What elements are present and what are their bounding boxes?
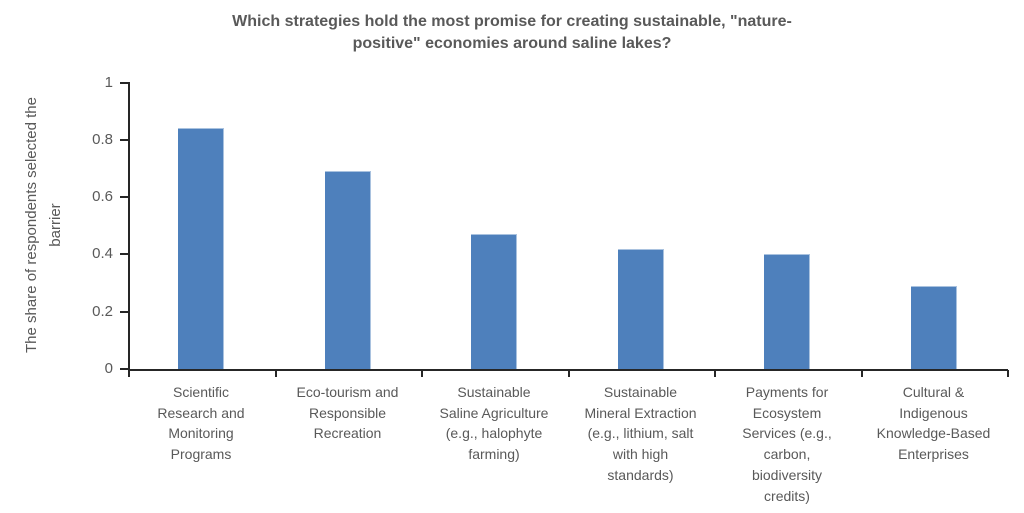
x-tick-mark-0: [128, 370, 130, 377]
x-tick-mark-1: [274, 370, 277, 377]
category-label-ecosystem-service-payments: Payments for Ecosystem Services (e.g., c…: [742, 384, 832, 504]
y-tick-label-0: 0: [104, 360, 113, 377]
y-axis-line: [128, 82, 130, 370]
bar-scientific-research-monitoring: [178, 128, 225, 369]
y-tick-label-0.4: 0.4: [92, 245, 113, 263]
x-tick-mark-3: [567, 370, 570, 377]
category-label-scientific-research-monitoring: Scientific Research and Monitoring Progr…: [157, 384, 245, 463]
y-axis-title: The share of respondents selected the ba…: [23, 97, 64, 353]
y-tick-mark-0.8: [120, 138, 128, 141]
y-tick-mark-0: [120, 368, 128, 370]
bar-eco-tourism-recreation: [324, 171, 371, 369]
y-tick-label-0.6: 0.6: [92, 188, 113, 206]
bar-ecosystem-service-payments: [764, 254, 811, 369]
x-tick-mark-5: [860, 370, 863, 377]
x-tick-mark-2: [421, 370, 423, 377]
chart-title: Which strategies hold the most promise f…: [232, 13, 792, 52]
y-tick-mark-1: [120, 81, 128, 84]
category-label-saline-agriculture: Sustainable Saline Agriculture (e.g., ha…: [439, 384, 549, 463]
bar-mineral-extraction: [617, 248, 664, 369]
y-tick-mark-0.4: [120, 253, 128, 256]
bar-saline-agriculture: [471, 234, 518, 369]
x-tick-mark-6: [1007, 370, 1009, 377]
category-label-eco-tourism-recreation: Eco-tourism and Responsible Recreation: [296, 384, 399, 442]
y-tick-mark-0.2: [120, 310, 128, 313]
bar-cultural-indigenous-enterprises: [910, 285, 957, 369]
y-tick-mark-0.6: [120, 196, 128, 199]
y-tick-label-0.8: 0.8: [92, 130, 113, 148]
y-tick-label-1: 1: [104, 73, 113, 91]
y-tick-label-0.2: 0.2: [92, 302, 113, 320]
category-label-cultural-indigenous-enterprises: Cultural & Indigenous Knowledge-Based En…: [876, 384, 991, 463]
x-tick-mark-4: [714, 370, 716, 377]
category-label-mineral-extraction: Sustainable Mineral Extraction (e.g., li…: [584, 384, 697, 483]
